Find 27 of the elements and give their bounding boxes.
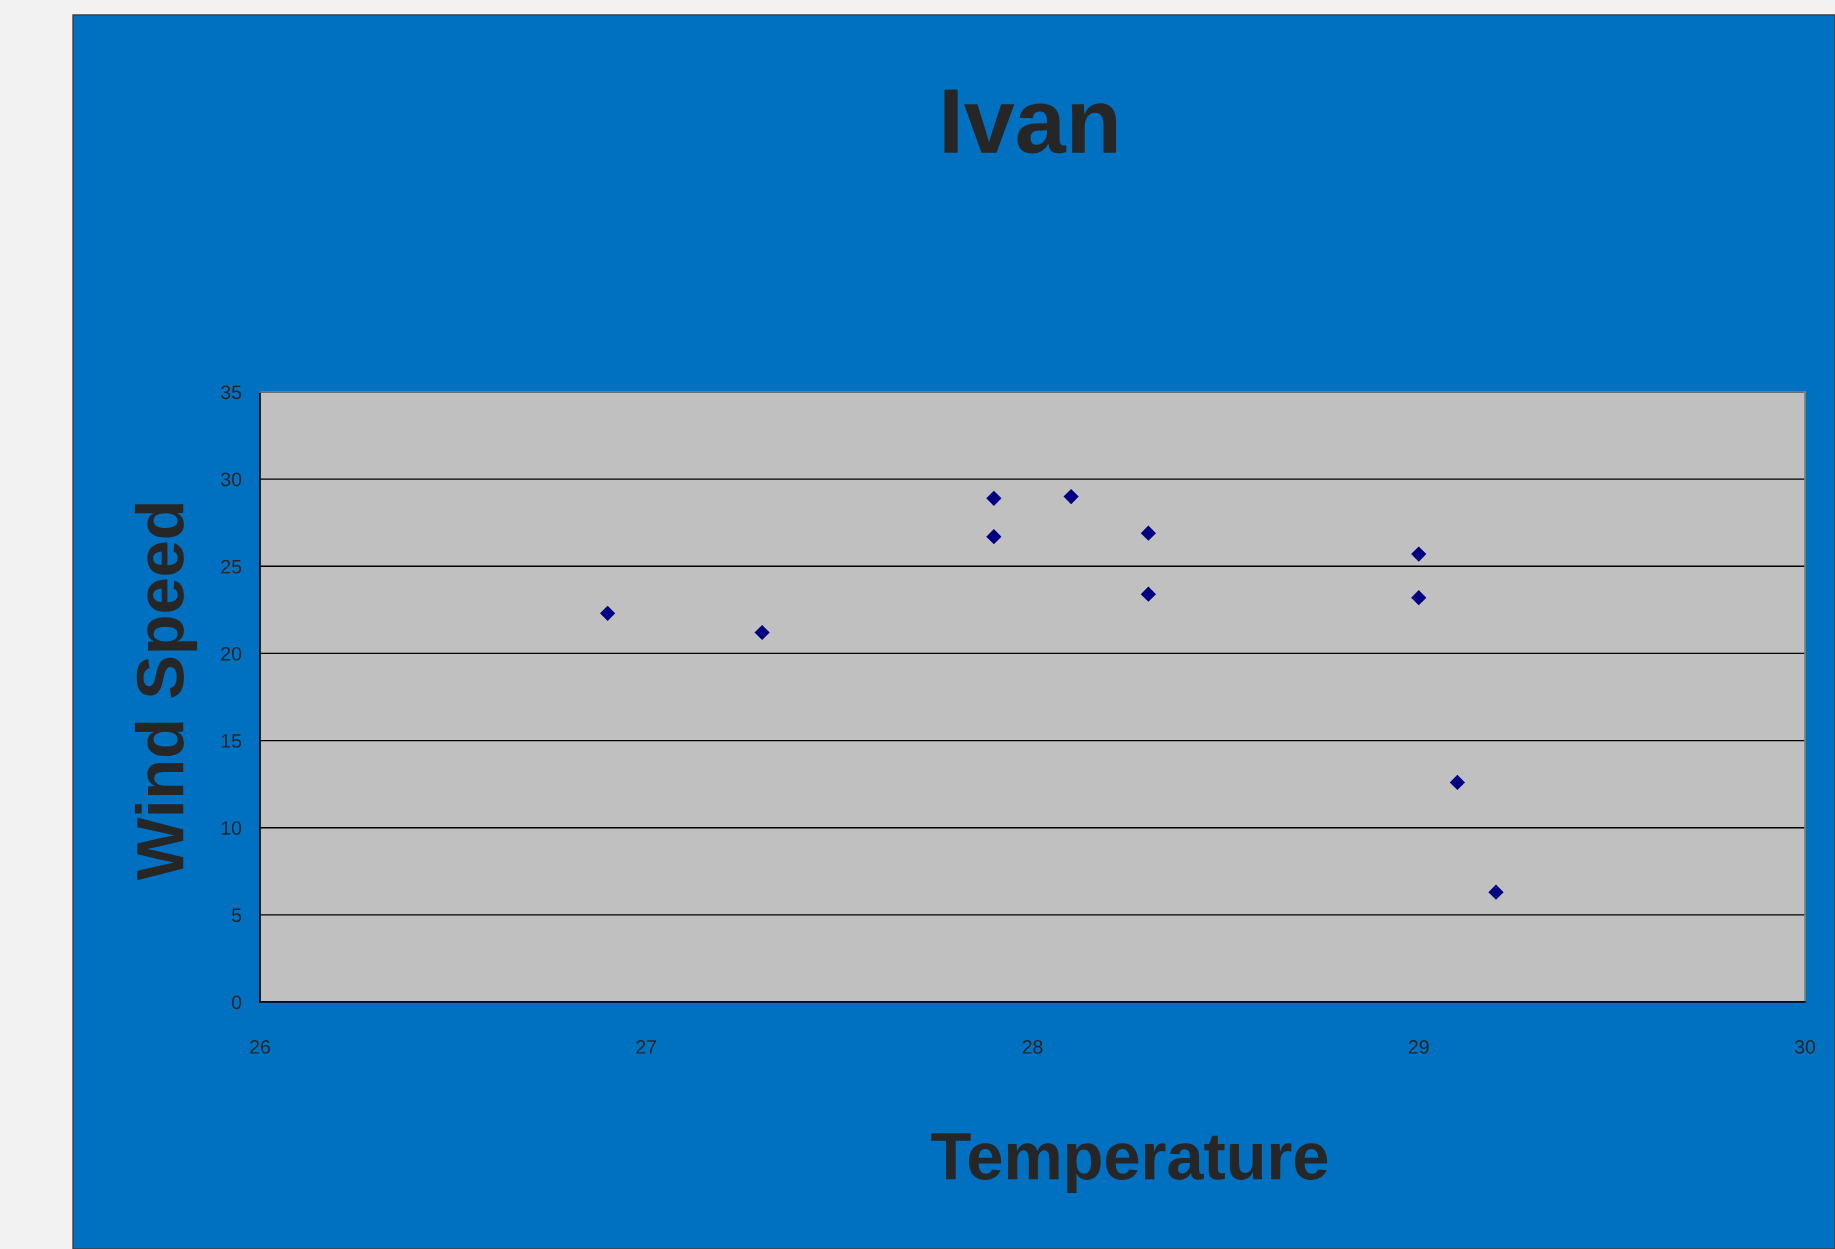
x-tick-label: 30 [1794, 1040, 1816, 1054]
x-tick-label: 27 [636, 1040, 657, 1054]
point [986, 529, 1002, 545]
y-tick-label: 20 [221, 646, 242, 661]
point [1411, 590, 1427, 606]
y-tick-label: 0 [231, 995, 242, 1010]
point [1140, 525, 1156, 541]
y-tick-label: 5 [231, 908, 242, 923]
x-tick-label: 28 [1022, 1040, 1043, 1054]
point [1411, 546, 1427, 562]
y-tick-label: 25 [221, 559, 242, 574]
point [600, 605, 616, 621]
x-axis-title: Temperature [931, 1133, 1328, 1194]
y-tick-label: 30 [221, 472, 242, 487]
point [986, 490, 1002, 506]
y-axis-title: Wind Speed [134, 503, 198, 881]
y-tick-label: 15 [221, 734, 242, 748]
x-tick-label: 26 [250, 1040, 270, 1054]
y-tick-label: 10 [221, 821, 242, 835]
chart-title: Ivan [944, 89, 1117, 154]
point [1140, 586, 1156, 602]
x-tick-label: 29 [1408, 1040, 1429, 1054]
y-tick-label: 35 [221, 385, 242, 400]
point [1449, 774, 1465, 791]
point [754, 624, 770, 641]
point [1488, 884, 1504, 900]
point [1063, 488, 1079, 505]
